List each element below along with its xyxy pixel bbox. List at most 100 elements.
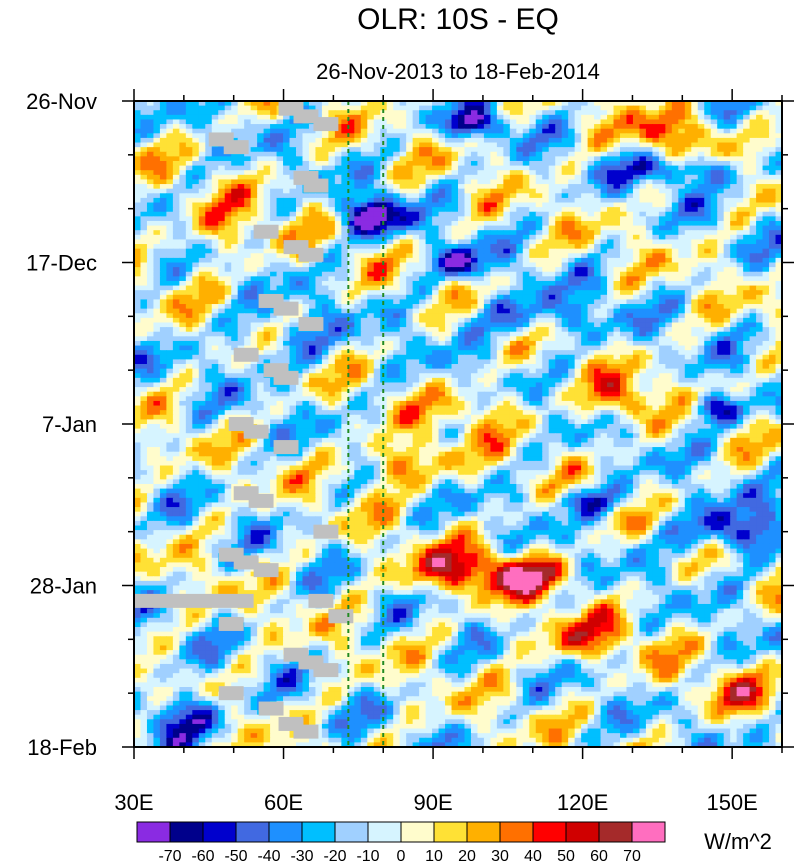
heatmap-cell: [626, 317, 634, 324]
heatmap-cell: [399, 257, 407, 264]
heatmap-cell: [198, 327, 206, 333]
heatmap-cell: [334, 304, 342, 310]
heatmap-cell: [218, 160, 226, 167]
heatmap-cell: [257, 239, 265, 245]
heatmap-cell: [574, 170, 582, 176]
heatmap-cell: [509, 193, 517, 199]
heatmap-cell: [140, 280, 148, 287]
heatmap-cell: [334, 220, 342, 227]
heatmap-cell: [393, 271, 401, 277]
heatmap-cell: [412, 271, 420, 277]
heatmap-cell: [535, 174, 543, 181]
heatmap-cell: [237, 156, 245, 162]
heatmap-cell: [749, 317, 757, 324]
heatmap-cell: [600, 244, 608, 250]
heatmap-cell: [412, 248, 420, 254]
heatmap-cell: [334, 225, 342, 231]
heatmap-cell: [678, 179, 686, 185]
heatmap-cell: [360, 262, 368, 268]
heatmap-cell: [555, 142, 563, 148]
heatmap-cell: [684, 101, 692, 107]
heatmap-cell: [134, 317, 142, 324]
heatmap-cell: [483, 234, 491, 241]
heatmap-cell: [555, 285, 563, 291]
heatmap-cell: [613, 193, 621, 199]
heatmap-cell: [736, 322, 744, 328]
heatmap-cell: [198, 156, 206, 162]
heatmap-cell: [723, 128, 731, 134]
heatmap-cell: [224, 188, 232, 194]
heatmap-cell: [496, 124, 504, 130]
heatmap-cell: [645, 128, 653, 134]
heatmap-cell: [704, 271, 712, 277]
heatmap-cell: [237, 248, 245, 254]
heatmap-cell: [347, 105, 355, 111]
heatmap-cell: [665, 165, 673, 171]
heatmap-cell: [399, 193, 407, 199]
heatmap-cell: [697, 170, 705, 176]
heatmap-cell: [321, 290, 329, 296]
heatmap-cell: [775, 156, 782, 162]
heatmap-cell: [185, 253, 193, 259]
heatmap-cell: [535, 294, 543, 301]
heatmap-cell: [445, 202, 453, 208]
heatmap-cell: [354, 257, 362, 264]
heatmap-cell: [587, 133, 595, 139]
heatmap-cell: [205, 322, 213, 328]
heatmap-cell: [665, 299, 673, 305]
heatmap-cell: [775, 188, 782, 194]
heatmap-cell: [153, 156, 161, 162]
heatmap-cell: [581, 211, 589, 217]
heatmap-cell: [179, 253, 187, 259]
heatmap-cell: [645, 160, 653, 167]
heatmap-cell: [477, 294, 485, 301]
heatmap-cell: [419, 188, 427, 194]
heatmap-cell: [283, 124, 291, 130]
heatmap-cell: [198, 239, 206, 245]
heatmap-cell: [548, 179, 556, 185]
heatmap-cell: [645, 327, 653, 333]
heatmap-cell: [665, 327, 673, 333]
heatmap-cell: [470, 160, 479, 167]
heatmap-cell: [321, 105, 329, 111]
heatmap-cell: [600, 133, 608, 139]
heatmap-cell: [762, 294, 770, 301]
heatmap-cell: [373, 211, 381, 217]
heatmap-cell: [581, 188, 589, 194]
heatmap-cell: [308, 271, 317, 277]
heatmap-cell: [386, 294, 394, 301]
heatmap-cell: [354, 230, 362, 236]
heatmap-cell: [509, 304, 517, 310]
heatmap-cell: [516, 137, 524, 144]
heatmap-cell: [717, 262, 725, 268]
heatmap-cell: [587, 156, 595, 162]
heatmap-cell: [276, 244, 284, 250]
heatmap-cell: [704, 184, 712, 190]
heatmap-cell: [529, 304, 537, 310]
heatmap-cell: [140, 142, 148, 148]
heatmap-cell: [743, 327, 751, 333]
heatmap-cell: [393, 119, 401, 125]
heatmap-cell: [425, 193, 433, 199]
heatmap-cell: [354, 322, 362, 328]
heatmap-cell: [159, 160, 167, 167]
heatmap-cell: [464, 165, 472, 171]
heatmap-cell: [367, 207, 375, 213]
heatmap-cell: [639, 327, 647, 333]
heatmap-cell: [516, 133, 524, 139]
heatmap-cell: [587, 253, 595, 259]
heatmap-cell: [159, 220, 167, 227]
heatmap-cell: [464, 151, 472, 157]
heatmap-cell: [775, 276, 782, 282]
heatmap-cell: [490, 253, 498, 259]
heatmap-cell: [198, 234, 206, 241]
heatmap-cell: [613, 105, 621, 111]
heatmap-cell: [276, 165, 284, 171]
heatmap-cell: [250, 244, 258, 250]
heatmap-cell: [308, 220, 317, 227]
heatmap-cell: [704, 253, 712, 259]
heatmap-cell: [470, 317, 479, 324]
heatmap-cell: [270, 165, 278, 171]
heatmap-cell: [503, 276, 511, 282]
heatmap-cell: [205, 313, 213, 319]
